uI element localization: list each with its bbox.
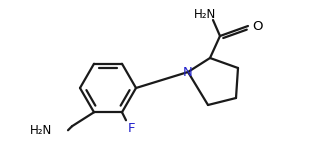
Text: N: N [183, 65, 193, 78]
Text: H₂N: H₂N [194, 8, 216, 21]
Text: O: O [252, 19, 262, 32]
Text: F: F [128, 122, 136, 135]
Text: H₂N: H₂N [30, 124, 52, 137]
